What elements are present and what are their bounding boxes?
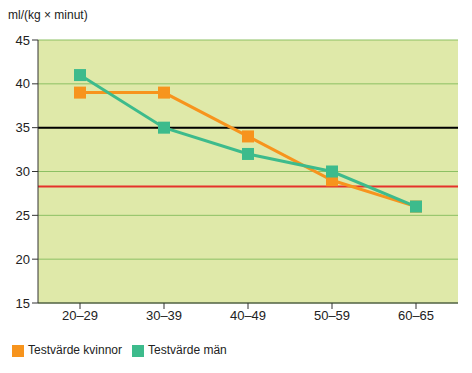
html-text:Testvärde män: Testvärde män [148, 343, 227, 357]
svg-text:50–59: 50–59 [314, 308, 350, 323]
svg-text:15: 15 [16, 296, 30, 311]
html-text:Testvärde kvinnor: Testvärde kvinnor [28, 343, 122, 357]
html-text:ml/(kg × minut): ml/(kg × minut) [8, 8, 88, 22]
svg-text:45: 45 [16, 33, 30, 48]
svg-text:20–29: 20–29 [62, 308, 98, 323]
svg-text:25: 25 [16, 208, 30, 223]
svg-text:30–39: 30–39 [146, 308, 182, 323]
svg-text:60–65: 60–65 [398, 308, 434, 323]
svg-text:30: 30 [16, 164, 30, 179]
svg-text:40: 40 [16, 76, 30, 91]
svg-text:20: 20 [16, 252, 30, 267]
svg-text:35: 35 [16, 120, 30, 135]
svg-text:40–49: 40–49 [230, 308, 266, 323]
